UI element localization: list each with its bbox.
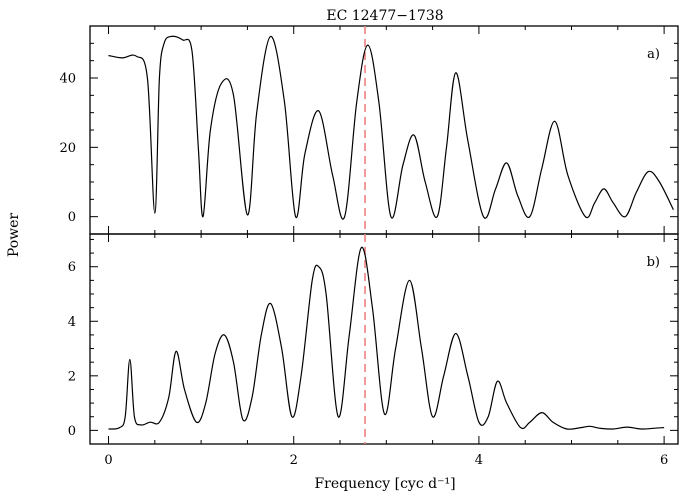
panel-b: 0 2 4 6 b): [68, 233, 679, 445]
panel-frame: [89, 25, 679, 235]
y-tick-label: 6: [68, 260, 76, 275]
y-tick-label: 2: [68, 369, 76, 384]
panel-label: a): [647, 47, 660, 62]
power-spectrum-line: [108, 35, 674, 220]
x-tick-label: 6: [660, 453, 668, 468]
panel-frame: [89, 233, 679, 445]
y-axis-title: Power: [6, 213, 22, 258]
x-axis-title: Frequency [cyc d⁻¹]: [314, 476, 455, 492]
power-spectrum-line: [108, 246, 665, 430]
y-tick-label: 0: [68, 210, 76, 225]
panel-label: b): [647, 255, 660, 270]
y-tick-label: 20: [59, 141, 76, 156]
y-tick-label: 40: [59, 72, 76, 87]
panel-a: 0 20 40 a): [59, 25, 679, 235]
panels-group: 0 20 40 a) 0 2 4 6 b) 0 2 4 6: [59, 25, 679, 468]
y-tick-label: 0: [68, 424, 76, 439]
x-tick-label: 4: [475, 453, 483, 468]
chart-title: EC 12477−1738: [326, 8, 443, 24]
x-tick-labels: 0 2 4 6: [104, 453, 668, 468]
y-tick-label: 4: [68, 315, 76, 330]
x-tick-label: 2: [290, 453, 298, 468]
x-tick-label: 0: [104, 453, 112, 468]
